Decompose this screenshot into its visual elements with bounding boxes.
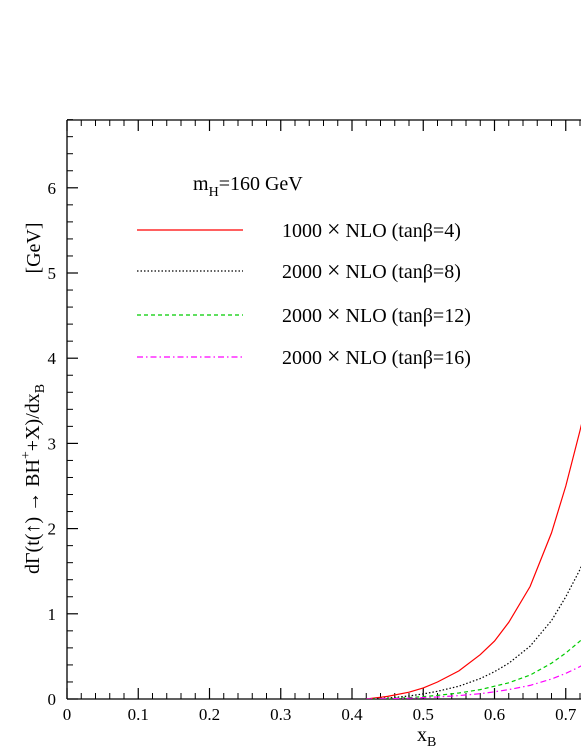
y-label-arrow: ↑ xyxy=(22,524,44,534)
legend-rest: NLO (tanβ=4) xyxy=(346,220,461,242)
series-layer xyxy=(366,423,581,699)
x-tick-label: 0.5 xyxy=(413,705,434,724)
legend-times: × xyxy=(327,217,341,243)
x-label-base: x xyxy=(417,724,427,746)
x-axis-ticks: 0 0.1 0.2 0.3 0.4 0.5 0.6 0.7 xyxy=(63,120,581,724)
legend-rest: NLO (tanβ=12) xyxy=(346,305,471,327)
mass-annotation: mH=160 GeV xyxy=(193,173,303,200)
y-tick-label: 4 xyxy=(48,349,57,368)
y-label-part2: ) → BH xyxy=(22,459,44,523)
legend-factor: 2000 xyxy=(282,347,322,369)
y-tick-label: 5 xyxy=(48,264,57,283)
legend-factor: 2000 xyxy=(282,305,322,327)
x-tick-label: 0.3 xyxy=(270,705,291,724)
y-tick-label: 1 xyxy=(48,605,57,624)
x-tick-label: 0 xyxy=(63,705,72,724)
y-axis-ticks: 0 1 2 3 4 5 6 xyxy=(48,119,78,709)
legend-factor: 2000 xyxy=(282,261,322,283)
series-line-3 xyxy=(366,639,581,699)
y-label-part1: dΓ(t( xyxy=(22,533,44,574)
y-tick-label: 6 xyxy=(48,179,57,198)
legend-factor: 1000 xyxy=(282,220,322,242)
legend-rest: NLO (tanβ=16) xyxy=(346,347,471,369)
legend-times: × xyxy=(327,302,341,328)
y-tick-label: 3 xyxy=(48,434,57,453)
legend-label-1: 1000 × NLO (tanβ=4) xyxy=(282,217,461,243)
legend-times: × xyxy=(327,258,341,284)
x-tick-label: 0.2 xyxy=(199,705,220,724)
annotation-sub: H xyxy=(209,185,219,200)
series-line-2 xyxy=(366,565,581,699)
y-axis-label: dΓ(t(↑) → BH++X)/dxB xyxy=(19,384,48,574)
legend: 1000 × NLO (tanβ=4)2000 × NLO (tanβ=8)2000 × N… xyxy=(137,217,471,370)
x-axis-label: xB xyxy=(417,724,436,750)
y-axis-unit: [GeV] xyxy=(23,222,45,273)
y-label-sub: B xyxy=(33,384,48,393)
annotation-rest: =160 GeV xyxy=(219,173,304,195)
plot-frame xyxy=(66,119,581,700)
legend-rest: NLO (tanβ=8) xyxy=(346,261,461,283)
series-line-1 xyxy=(366,423,581,699)
y-label-sup: + xyxy=(19,451,34,459)
legend-label-3: 2000 × NLO (tanβ=12) xyxy=(282,302,471,328)
legend-times: × xyxy=(327,344,341,370)
y-label-part3: +X)/dx xyxy=(22,393,44,451)
y-tick-label: 2 xyxy=(48,520,57,539)
x-tick-label: 0.4 xyxy=(341,705,363,724)
x-tick-label: 0.6 xyxy=(484,705,505,724)
x-label-sub: B xyxy=(427,735,436,750)
x-tick-label: 0.1 xyxy=(128,705,149,724)
y-tick-label: 0 xyxy=(48,690,57,709)
annotation-base: m xyxy=(193,173,209,195)
legend-label-2: 2000 × NLO (tanβ=8) xyxy=(282,258,461,284)
x-tick-label: 0.7 xyxy=(555,705,577,724)
legend-label-4: 2000 × NLO (tanβ=16) xyxy=(282,344,471,370)
series-line-4 xyxy=(366,665,581,699)
